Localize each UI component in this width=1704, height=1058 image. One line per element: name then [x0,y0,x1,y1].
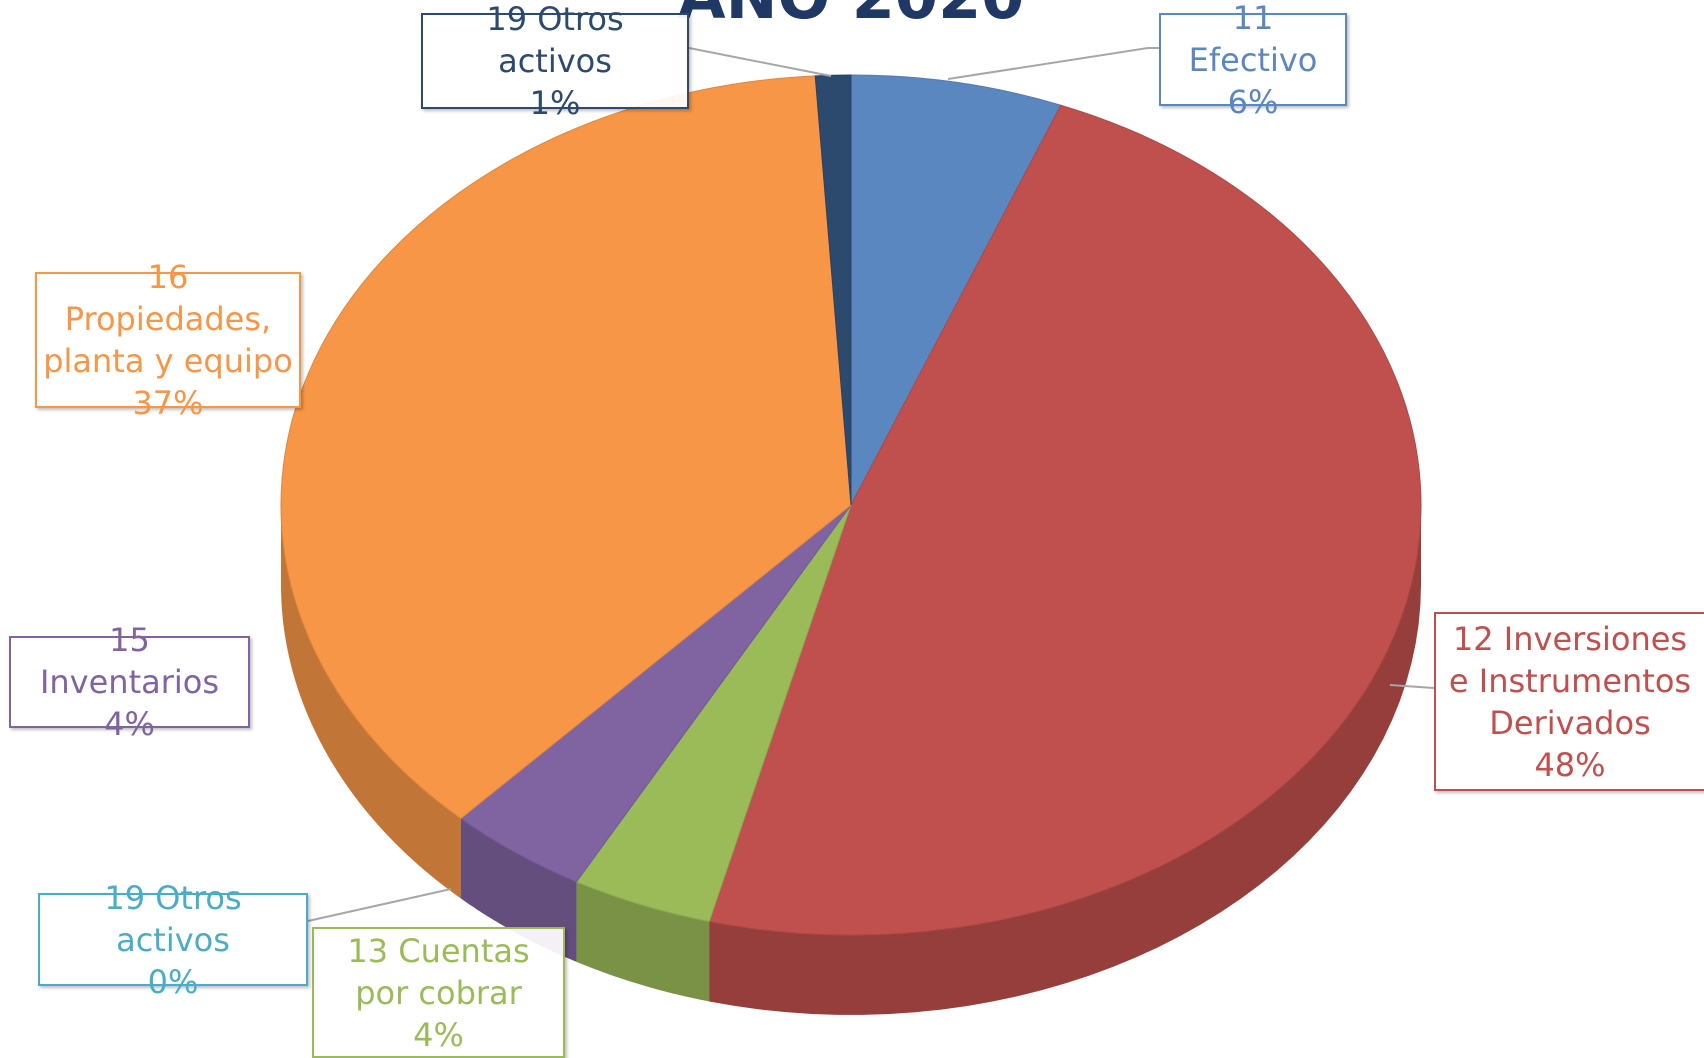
leader-line [1389,684,1435,689]
slice-side [576,881,710,1002]
category-label: 12 Inversiones e Instrumentos Derivados [1448,619,1692,742]
category-label: 19 Otros activos [486,0,624,80]
leader-line [307,888,452,922]
pie-slice [814,74,852,506]
category-label: 16 Propiedades, planta y equipo [43,258,293,380]
pie-slice [708,104,1422,936]
value-label: 0% [147,962,199,1001]
data-label: 13 Cuentas por cobrar 4% [312,927,565,1058]
data-label: 19 Otros activos 0% [38,879,308,1001]
leader-line [688,47,832,77]
value-label: 4% [413,1015,464,1054]
value-label: 4% [104,705,155,743]
data-label: 19 Otros activos 1% [421,0,689,122]
data-label: 12 Inversiones e Instrumentos Derivados 4… [1434,612,1704,791]
category-label: 15 Inventarios [39,621,220,701]
category-label: 19 Otros activos [104,878,242,959]
pie-slice [280,75,852,820]
data-label: 11 Efectivo 6% [1159,0,1347,121]
value-label: 48% [1534,745,1606,784]
chart-title: AÑO 2020 [678,0,1025,33]
category-label: 13 Cuentas por cobrar [347,931,530,1012]
data-label: 16 Propiedades, planta y equipo 37% [35,258,301,422]
value-label: 37% [132,384,204,422]
leader-line [947,47,1159,80]
data-label: 15 Inventarios 4% [9,621,250,743]
slice-side [709,505,1421,1015]
category-label: 11 Efectivo [1188,0,1318,79]
value-label: 6% [1227,82,1279,121]
pie-slice [850,74,1062,506]
value-label: 1% [529,84,581,122]
slice-side [460,818,577,962]
slice-side [281,505,461,899]
